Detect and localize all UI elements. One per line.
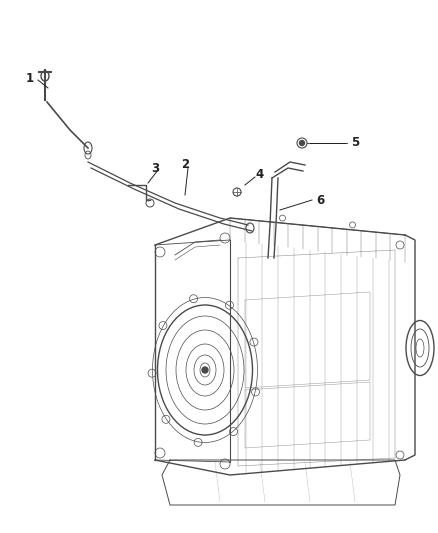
Text: 3: 3: [151, 161, 159, 174]
Text: 5: 5: [351, 136, 359, 149]
Text: 4: 4: [256, 168, 264, 182]
Circle shape: [300, 141, 304, 146]
Text: 2: 2: [181, 158, 189, 172]
Text: 1: 1: [26, 71, 34, 85]
Circle shape: [202, 367, 208, 373]
Text: 6: 6: [316, 193, 324, 206]
